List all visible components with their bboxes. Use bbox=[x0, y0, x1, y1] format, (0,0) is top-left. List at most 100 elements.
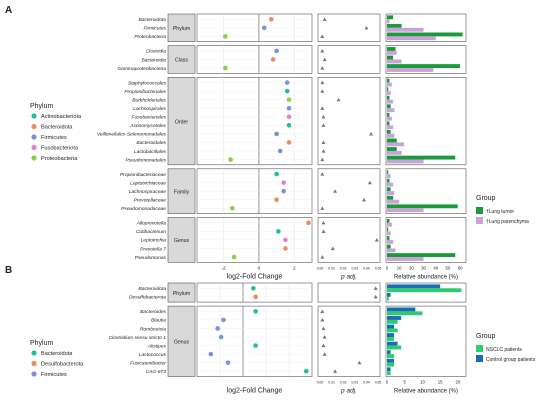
taxon-label: Proteobacteria bbox=[134, 34, 166, 40]
abundance-bar bbox=[387, 319, 398, 324]
ab-tick-label: 10 bbox=[397, 265, 402, 270]
abundance-bar bbox=[387, 174, 391, 178]
abundance-bar bbox=[387, 182, 394, 187]
abundance-bar bbox=[387, 142, 405, 147]
phylum-legend-swatch bbox=[31, 113, 37, 119]
p-value-marker bbox=[321, 326, 326, 331]
fold-change-point bbox=[269, 16, 274, 22]
abundance-bar bbox=[387, 333, 395, 338]
ab-tick-label: 30 bbox=[421, 265, 426, 270]
phylum-legend-label: Fusobacteriota bbox=[41, 146, 79, 152]
group-strip bbox=[167, 45, 196, 74]
p-tick-label: 0.04 bbox=[363, 381, 370, 385]
abundance-bar bbox=[387, 316, 402, 320]
fc-tick-label: 2 bbox=[293, 265, 296, 270]
taxon-label: Fusicatenibacter bbox=[130, 360, 166, 366]
p-value-marker bbox=[321, 140, 326, 145]
group-legend-label: NSCLC patients bbox=[486, 347, 522, 353]
phylum-legend-swatch bbox=[31, 134, 37, 140]
taxon-label: Pseudomonadaceae bbox=[121, 206, 166, 212]
fold-change-point bbox=[215, 326, 220, 331]
taxon-label: Leptotrichia bbox=[141, 238, 167, 244]
abundance-bar bbox=[387, 112, 390, 117]
panel-label: A bbox=[5, 5, 12, 16]
p-value-marker bbox=[320, 309, 325, 313]
p-value-marker bbox=[321, 114, 326, 119]
fold-change-point bbox=[276, 229, 281, 234]
p-tick-label: 0.03 bbox=[351, 381, 358, 385]
p-tick-label: 0.01 bbox=[328, 381, 335, 385]
group-strip bbox=[167, 77, 196, 166]
p-tick-label: 0.05 bbox=[375, 266, 382, 270]
p-value-marker bbox=[321, 123, 326, 127]
p-value-marker bbox=[321, 149, 326, 153]
abundance-bar bbox=[387, 236, 390, 240]
p-tick-label: 0.00 bbox=[317, 381, 324, 385]
phylum-legend-label: Proteobacteria bbox=[41, 156, 78, 162]
group-label: Phylum bbox=[173, 26, 190, 32]
ab-tick-label: 50 bbox=[446, 265, 451, 270]
panel-label: B bbox=[5, 265, 12, 276]
fold-change-point bbox=[286, 114, 292, 120]
abundance-bar bbox=[387, 341, 398, 346]
x-axis-title-p: p adj. bbox=[340, 273, 357, 280]
abundance-bar bbox=[387, 36, 436, 41]
abundance-bar bbox=[387, 104, 391, 109]
group-label: Genus bbox=[174, 340, 190, 346]
abundance-bar bbox=[387, 178, 390, 183]
abundance-bar bbox=[387, 125, 394, 130]
abundance-bar bbox=[387, 19, 390, 24]
abundance-bar bbox=[387, 32, 463, 37]
p-value-marker bbox=[321, 229, 326, 233]
fc-box bbox=[196, 77, 313, 166]
phylum-legend-label: Bacteroidota bbox=[41, 351, 73, 357]
abundance-bar bbox=[387, 227, 389, 232]
p-box bbox=[317, 217, 381, 263]
taxon-label: Clostridium sensu stricto 1 bbox=[109, 335, 167, 341]
abundance-bar bbox=[387, 307, 416, 312]
p-value-marker bbox=[373, 286, 378, 290]
abundance-bar bbox=[387, 328, 398, 333]
fold-change-point bbox=[253, 343, 258, 348]
fc-box bbox=[196, 305, 313, 377]
fold-change-point bbox=[225, 360, 231, 365]
fold-change-point bbox=[231, 254, 237, 260]
x-axis-title-ab: Relative abundance (%) bbox=[394, 274, 458, 280]
abundance-bar bbox=[387, 337, 395, 341]
group-legend-label: Control group patients bbox=[486, 357, 536, 363]
group-legend-title: Group bbox=[476, 195, 496, 202]
abundance-bar bbox=[387, 311, 423, 316]
fold-change-point bbox=[253, 309, 258, 314]
taxon-label: Bacteroidota bbox=[139, 17, 167, 23]
fold-change-point bbox=[286, 140, 292, 145]
abundance-bar bbox=[387, 138, 397, 143]
abundance-bar bbox=[387, 59, 402, 64]
abundance-bar bbox=[387, 195, 394, 200]
group-label: Order bbox=[175, 119, 189, 125]
abundance-bar bbox=[387, 296, 389, 301]
phylum-legend-swatch bbox=[31, 155, 37, 161]
taxon-label: CAG-873 bbox=[146, 369, 167, 375]
fold-change-point bbox=[270, 57, 276, 62]
phylum-legend-swatch bbox=[31, 123, 37, 130]
abundance-bar bbox=[387, 324, 395, 329]
p-value-marker bbox=[320, 89, 325, 93]
p-value-marker bbox=[374, 238, 379, 242]
abundance-bar bbox=[387, 253, 456, 258]
taxon-label: Bacteroidales bbox=[136, 140, 166, 146]
phylum-legend-swatch bbox=[31, 371, 37, 377]
group-strip bbox=[167, 13, 196, 42]
abundance-bar bbox=[387, 231, 391, 236]
taxon-label: Propionibacteriaceae bbox=[120, 172, 166, 178]
x-axis-title-p: p adj. bbox=[340, 388, 357, 395]
fold-change-point bbox=[274, 131, 279, 137]
abundance-bar bbox=[387, 244, 391, 249]
p-value-marker bbox=[320, 157, 325, 162]
phylum-legend-label: Firmicutes bbox=[41, 372, 67, 378]
abundance-bar bbox=[387, 222, 392, 227]
ab-tick-label: 0 bbox=[386, 265, 389, 270]
taxon-label: Clostridia bbox=[146, 49, 167, 55]
fold-change-point bbox=[208, 351, 214, 357]
p-value-marker bbox=[320, 318, 325, 322]
group-legend-label: †Lung parenchyma bbox=[486, 219, 529, 225]
